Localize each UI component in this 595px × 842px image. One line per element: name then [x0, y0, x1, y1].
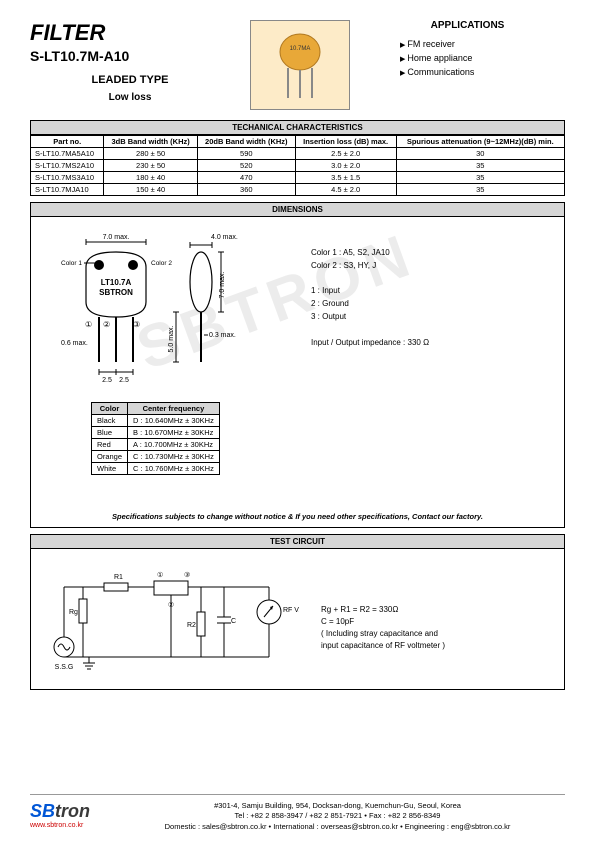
col-header: 3dB Band width (KHz) [104, 136, 197, 148]
table-row: S-LT10.7MA5A10280 ± 505902.5 ± 2.030 [31, 148, 565, 160]
table-row: S-LT10.7MS2A10230 ± 505203.0 ± 2.035 [31, 160, 565, 172]
logo: SBtron [30, 801, 90, 822]
test-notes: Rg + R1 = R2 = 330Ω C = 10pF ( Including… [321, 604, 445, 652]
dimensions-content: SBTRON LT10.7A SBTRON ③ ② ① 7.0 max. Col… [31, 217, 564, 527]
svg-text:4.0 max.: 4.0 max. [211, 234, 238, 241]
tech-title: TECHANICAL CHARACTERISTICS [30, 120, 565, 135]
svg-text:10.7MA: 10.7MA [290, 46, 311, 52]
dimensions-title: DIMENSIONS [31, 203, 564, 217]
test-circuit-section: TEST CIRCUIT S.S.G Rg R1 ① ③ ② [30, 534, 565, 690]
app-item: FM receiver [400, 39, 565, 49]
test-circuit-content: S.S.G Rg R1 ① ③ ② R2 [31, 549, 564, 689]
svg-text:③: ③ [184, 571, 190, 579]
table-row: OrangeC : 10.730MHz ± 30KHz [92, 451, 220, 463]
circuit-diagram: S.S.G Rg R1 ① ③ ② R2 [39, 557, 299, 682]
svg-text:2.5: 2.5 [119, 377, 129, 384]
title: FILTER [30, 20, 230, 46]
svg-text:R2: R2 [187, 622, 196, 629]
svg-text:7.0 max.: 7.0 max. [219, 272, 226, 299]
table-row: RedA : 10.700MHz ± 30KHz [92, 439, 220, 451]
tech-table: Part no. 3dB Band width (KHz) 20dB Band … [30, 135, 565, 196]
table-row: S-LT10.7MS3A10180 ± 404703.5 ± 1.535 [31, 172, 565, 184]
product-photo: 10.7MA [250, 20, 350, 110]
svg-text:③: ③ [133, 320, 140, 329]
lowloss-label: Low loss [30, 92, 230, 103]
col-header: Insertion loss (dB) max. [295, 136, 396, 148]
svg-text:7.0 max.: 7.0 max. [103, 234, 130, 241]
dimensions-section: DIMENSIONS SBTRON LT10.7A SBTRON ③ ② ① 7… [30, 202, 565, 528]
title-block: FILTER S-LT10.7M-A10 LEADED TYPE Low los… [30, 20, 230, 103]
svg-text:LT10.7A: LT10.7A [101, 278, 132, 287]
svg-text:①: ① [157, 571, 163, 579]
logo-block: SBtron www.sbtron.co.kr [30, 801, 90, 833]
subtitle: LEADED TYPE [30, 74, 230, 86]
footer-url: www.sbtron.co.kr [30, 822, 90, 829]
footer-address: #301-4, Samju Building, 954, Docksan-don… [110, 801, 565, 833]
svg-text:S.S.G: S.S.G [55, 664, 74, 671]
table-header-row: Part no. 3dB Band width (KHz) 20dB Band … [31, 136, 565, 148]
applications-heading: APPLICATIONS [370, 20, 565, 31]
app-item: Home appliance [400, 53, 565, 63]
table-row: BlueB : 10.670MHz ± 30KHz [92, 427, 220, 439]
svg-text:②: ② [103, 320, 110, 329]
app-item: Communications [400, 67, 565, 77]
table-row: S-LT10.7MJA10150 ± 403604.5 ± 2.035 [31, 184, 565, 196]
svg-text:Color 1: Color 1 [61, 260, 82, 267]
test-circuit-title: TEST CIRCUIT [31, 535, 564, 549]
model-number: S-LT10.7M-A10 [30, 48, 230, 64]
color-table: ColorCenter frequency BlackD : 10.640MHz… [91, 402, 220, 475]
svg-text:Color 2: Color 2 [151, 260, 172, 267]
dimension-drawing: LT10.7A SBTRON ③ ② ① 7.0 max. Color 1 Co… [61, 227, 281, 397]
svg-text:5.0 max.: 5.0 max. [168, 326, 175, 353]
svg-text:0.6 max.: 0.6 max. [61, 340, 88, 347]
svg-text:RF V.M: RF V.M [283, 607, 299, 614]
svg-text:2.5: 2.5 [102, 377, 112, 384]
dimension-notes: Color 1 : A5, S2, JA10 Color 2 : S3, HY,… [311, 247, 429, 349]
svg-text:R1: R1 [114, 574, 123, 581]
svg-text:0.3 max.: 0.3 max. [209, 332, 236, 339]
header: FILTER S-LT10.7M-A10 LEADED TYPE Low los… [30, 20, 565, 110]
component-icon: 10.7MA [270, 30, 330, 100]
col-header: 20dB Band width (KHz) [197, 136, 295, 148]
svg-text:①: ① [85, 320, 92, 329]
table-row: BlackD : 10.640MHz ± 30KHz [92, 415, 220, 427]
svg-text:C: C [231, 618, 236, 625]
col-header: Spurious attenuation (9~12MHz)(dB) min. [396, 136, 564, 148]
footer: SBtron www.sbtron.co.kr #301-4, Samju Bu… [30, 794, 565, 833]
svg-text:SBTRON: SBTRON [99, 288, 133, 297]
svg-text:Rg: Rg [69, 609, 78, 616]
col-header: Part no. [31, 136, 104, 148]
applications-block: APPLICATIONS FM receiver Home appliance … [370, 20, 565, 81]
spec-footnote: Specifications subjects to change withou… [31, 512, 564, 521]
table-row: WhiteC : 10.760MHz ± 30KHz [92, 463, 220, 475]
